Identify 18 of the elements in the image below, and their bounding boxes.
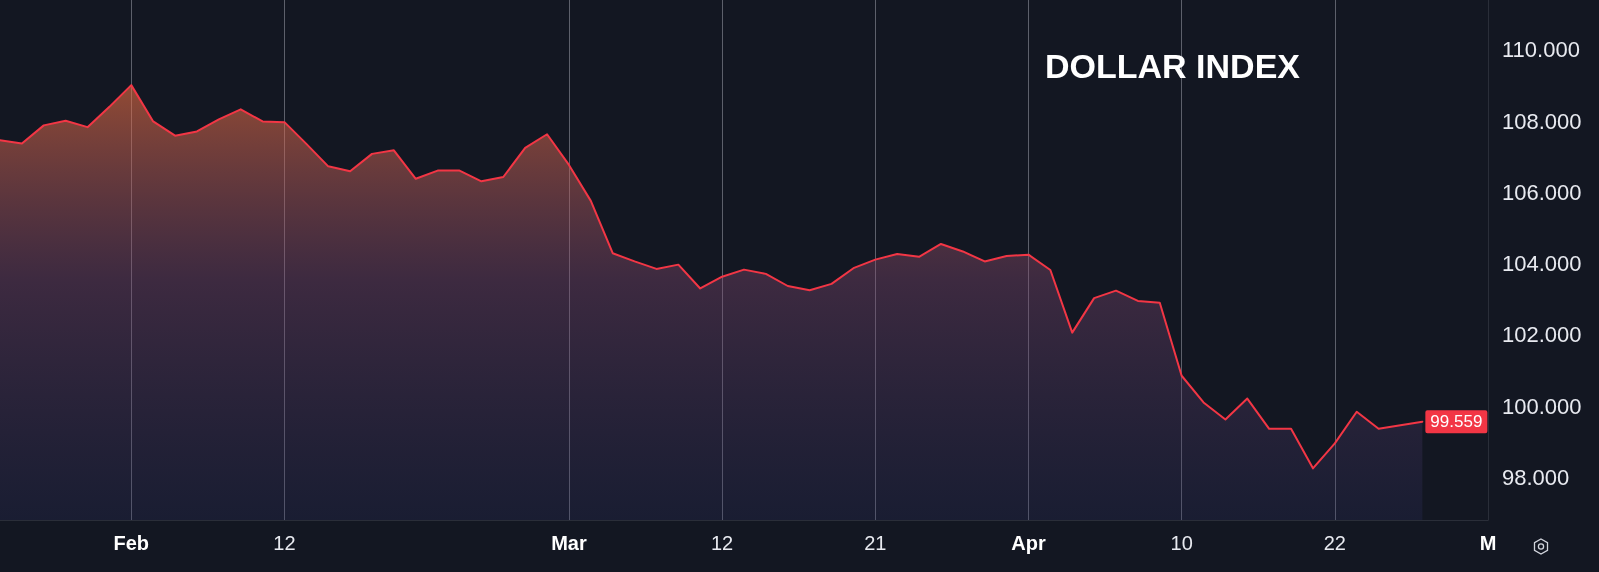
y-tick-label: 98.000 [1502,464,1570,490]
x-tick-label: 12 [710,532,734,554]
x-tick-label: Apr [1011,532,1046,554]
x-tick-label: 10 [1170,532,1193,554]
x-tick-label: Feb [113,532,150,554]
y-tick-label: 104.000 [1502,251,1582,277]
x-tick-label: Mar [551,532,587,554]
y-tick-label: 100.000 [1502,393,1582,419]
data-label: 99.559 [1430,412,1483,432]
text: DOLLAR INDEX [1045,47,1301,85]
y-tick-label: 108.000 [1502,108,1582,134]
y-tick-label: 102.000 [1502,322,1582,348]
y-tick-label: 110.000 [1502,37,1580,63]
x-tick-label: 22 [1323,532,1346,554]
x-tick-label: M [1479,532,1497,554]
y-tick-label: 106.000 [1502,179,1582,205]
x-tick-label: 21 [864,532,887,554]
x-tick-label: 12 [273,532,296,554]
